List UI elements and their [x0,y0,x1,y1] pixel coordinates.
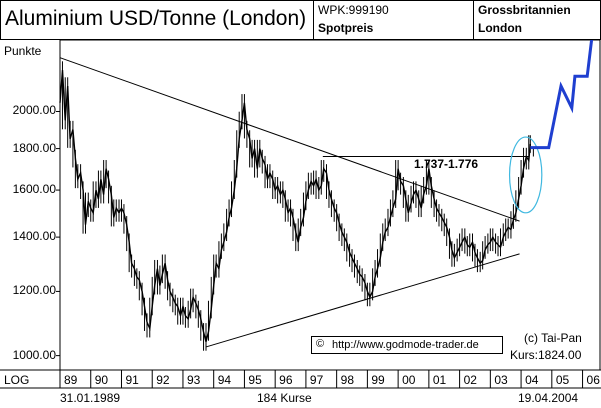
copyright-label: (c) Tai-Pan [524,331,582,345]
wpk-label: WPK:999190 [318,3,389,17]
x-tick-label: 06 [586,373,600,387]
source-url[interactable]: http://www.godmode-trader.de [332,339,479,351]
y-tick-label: 1000.00 [12,347,56,362]
x-tick-label: 02 [463,373,477,387]
end-date: 19.04.2004 [518,391,579,405]
market-box: Grossbritannien London [473,0,601,40]
price-series-layer [59,61,531,351]
y-tick-label: 2000.00 [12,103,56,118]
y-tick-label: 1600.00 [12,182,56,197]
y-tick-label: 1400.00 [12,229,56,244]
highlight-ellipse [508,136,543,214]
city-label: London [478,21,522,35]
start-date: 31.01.1989 [60,391,121,405]
x-tick-label: 95 [248,373,262,387]
y-axis-title: Punkte [4,44,42,58]
x-tick-label: 90 [94,373,109,387]
trendline [59,57,520,222]
x-tick-label: 00 [402,373,416,387]
x-tick-label: 01 [432,373,447,387]
x-tick-label: 92 [156,373,170,387]
y-tick-label: 1200.00 [12,283,56,298]
chart-title: Aluminium USD/Tonne (London) [5,7,307,30]
country-label: Grossbritannien [478,3,571,17]
copyright-icon: © [316,338,325,350]
x-tick-label: 05 [555,373,570,387]
x-tick-label: 96 [279,373,293,387]
projection-path [530,0,598,150]
y-tick-label: 1800.00 [12,140,56,155]
x-tick-label: 98 [340,373,354,387]
x-tick-label: 93 [186,373,201,387]
kurse-count: 184 Kurse [257,391,312,405]
x-tick-label: 03 [494,373,508,387]
x-tick-label: 04 [525,373,539,387]
instrument-box: WPK:999190 Spotpreis [313,0,474,40]
x-tick-label: 89 [64,373,78,387]
x-tick-label: 99 [371,373,385,387]
trendline [205,253,520,348]
trendline-layer [59,57,534,348]
x-tick-label: 94 [217,373,232,387]
x-tick-label: 91 [125,373,139,387]
axes-layer [0,39,601,389]
x-axis-scale-label: LOG [4,373,30,387]
spotpreis-label: Spotpreis [318,21,374,35]
resistance-annotation: 1.737-1.776 [414,157,479,171]
title-box: Aluminium USD/Tonne (London) [0,0,314,40]
current-price-label: Kurs:1824.00 [510,348,582,362]
source-url-box[interactable]: © http://www.godmode-trader.de [311,336,503,354]
price-series-line [59,69,531,342]
projection-layer [508,0,598,214]
x-tick-label: 97 [309,373,324,387]
